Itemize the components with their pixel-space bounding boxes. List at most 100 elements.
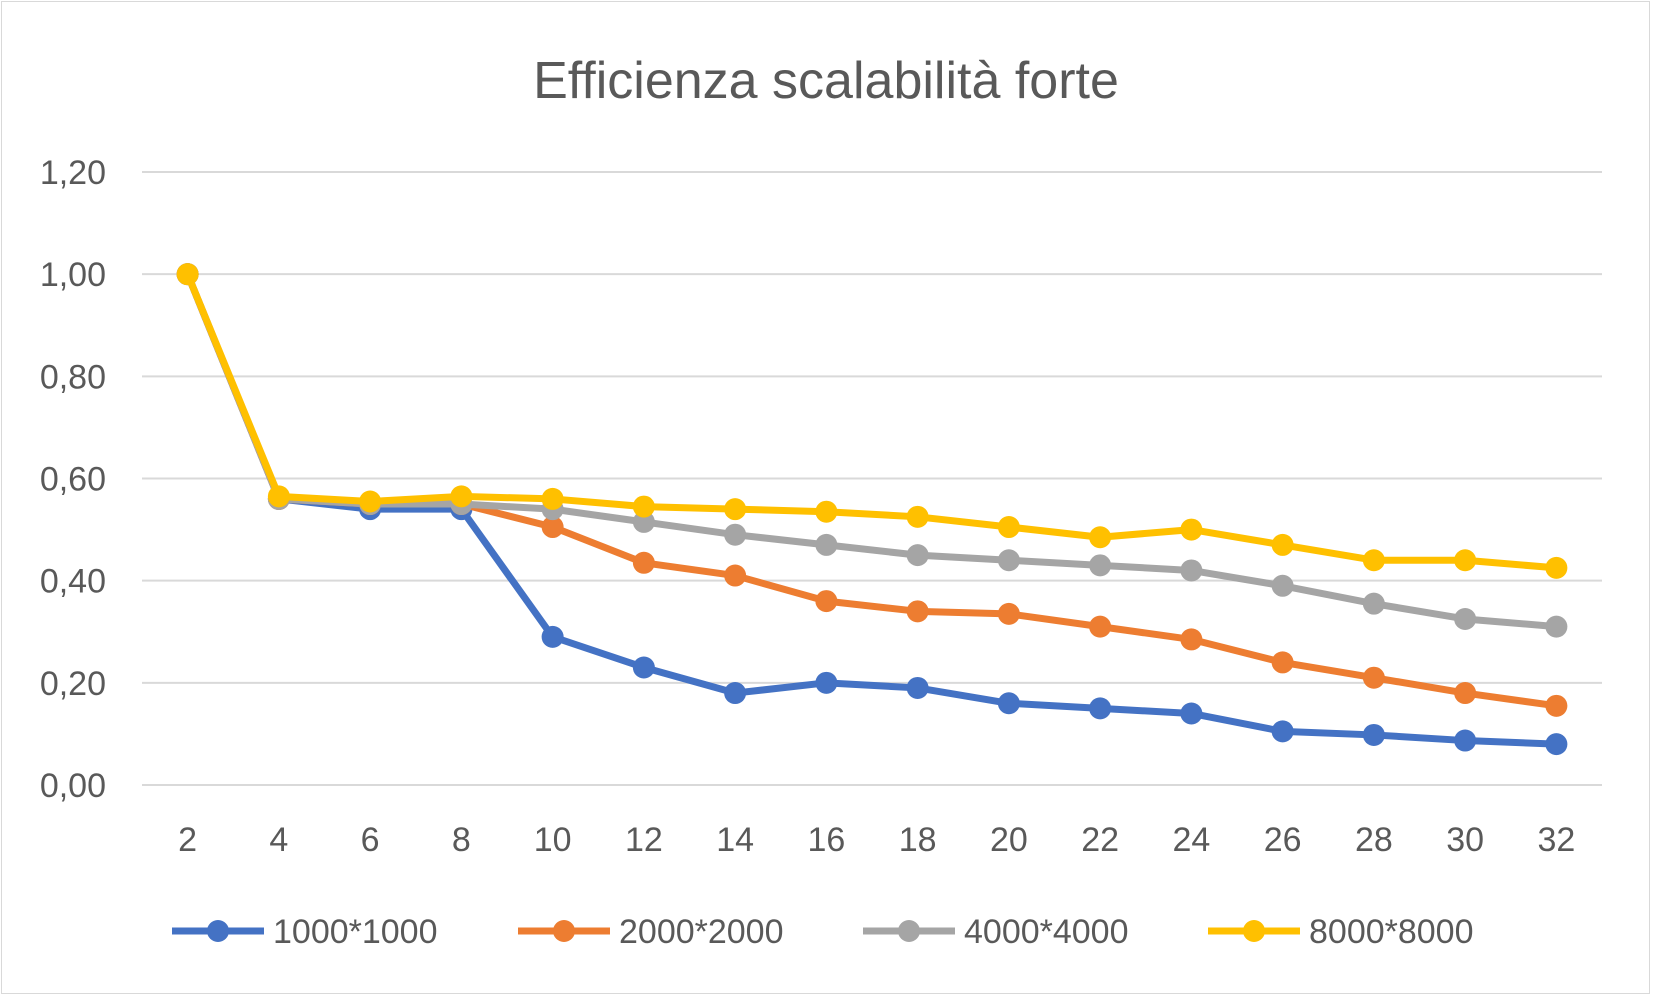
series-1	[176, 263, 1568, 717]
legend-swatch-marker	[207, 920, 229, 942]
data-point	[1089, 615, 1112, 638]
x-tick-label: 10	[534, 821, 572, 859]
data-point	[815, 590, 838, 613]
legend-swatch-marker	[553, 920, 575, 942]
data-point	[724, 564, 747, 587]
data-point	[1545, 733, 1568, 756]
data-point	[724, 498, 747, 521]
x-tick-label: 24	[1172, 821, 1210, 859]
data-point	[997, 549, 1020, 572]
legend-item: 8000*8000	[1208, 913, 1474, 951]
data-point	[724, 523, 747, 546]
data-point	[906, 544, 929, 567]
legend: 1000*1000 2000*2000 4000*4000 8000*8000	[172, 913, 1474, 951]
x-tick-label: 2	[178, 821, 197, 859]
data-point	[1271, 720, 1294, 743]
series-line	[184, 270, 1560, 631]
data-point	[1180, 702, 1203, 725]
chart-title: Efficienza scalabilità forte	[533, 52, 1119, 110]
gridlines	[142, 171, 1602, 786]
legend-label: 8000*8000	[1309, 913, 1474, 951]
data-point	[815, 671, 838, 694]
legend-label: 1000*1000	[273, 913, 438, 951]
data-point	[1271, 533, 1294, 556]
x-tick-label: 12	[625, 821, 663, 859]
data-point	[632, 551, 655, 574]
data-point	[1362, 592, 1385, 615]
x-tick-label: 6	[361, 821, 380, 859]
data-point	[997, 692, 1020, 715]
data-point	[632, 495, 655, 518]
legend-label: 4000*4000	[964, 913, 1129, 951]
legend-label: 2000*2000	[619, 913, 784, 951]
data-point	[724, 682, 747, 705]
series-line	[184, 270, 1560, 710]
data-point	[541, 625, 564, 648]
y-tick-label: 0,60	[40, 461, 106, 499]
data-point	[541, 516, 564, 539]
series-line	[184, 270, 1560, 572]
x-tick-label: 22	[1081, 821, 1119, 859]
data-point	[1089, 697, 1112, 720]
data-point	[1089, 554, 1112, 577]
data-point	[1089, 526, 1112, 549]
data-point	[1545, 615, 1568, 638]
data-point	[1362, 666, 1385, 689]
y-tick-label: 0,40	[40, 563, 106, 601]
legend-swatch-marker	[1243, 920, 1265, 942]
data-point	[176, 263, 199, 286]
data-point	[1271, 651, 1294, 674]
data-point	[359, 490, 382, 513]
series-3	[176, 263, 1568, 579]
x-tick-label: 20	[990, 821, 1028, 859]
x-tick-label: 30	[1446, 821, 1484, 859]
data-point	[267, 485, 290, 508]
legend-item: 2000*2000	[518, 913, 784, 951]
x-axis: 2 4 6 8 10 12 14 16 18 20 22 24 26 28 30 32	[178, 821, 1575, 859]
x-tick-label: 4	[269, 821, 288, 859]
x-tick-label: 16	[807, 821, 845, 859]
data-point	[1271, 574, 1294, 597]
data-point	[1180, 518, 1203, 541]
data-point	[541, 487, 564, 510]
data-point	[997, 602, 1020, 625]
data-point	[1454, 682, 1477, 705]
data-point	[1454, 549, 1477, 572]
data-point	[906, 505, 929, 528]
x-tick-label: 8	[452, 821, 471, 859]
data-point	[997, 516, 1020, 539]
data-point	[906, 600, 929, 623]
x-tick-label: 32	[1537, 821, 1575, 859]
y-tick-label: 0,00	[40, 767, 106, 805]
data-point	[815, 500, 838, 523]
series-lines	[176, 263, 1568, 756]
x-tick-label: 14	[716, 821, 754, 859]
data-point	[1454, 729, 1477, 752]
y-axis: 0,00 0,20 0,40 0,60 0,80 1,00 1,20	[40, 154, 106, 805]
data-point	[632, 510, 655, 533]
data-point	[906, 676, 929, 699]
data-point	[1362, 723, 1385, 746]
data-point	[1454, 607, 1477, 630]
y-tick-label: 1,20	[40, 154, 106, 192]
data-point	[1180, 559, 1203, 582]
data-point	[450, 485, 473, 508]
legend-swatch-marker	[898, 920, 920, 942]
data-point	[1545, 694, 1568, 717]
series-0	[176, 263, 1568, 756]
legend-item: 1000*1000	[172, 913, 438, 951]
x-tick-label: 26	[1264, 821, 1302, 859]
data-point	[1362, 549, 1385, 572]
data-point	[632, 656, 655, 679]
x-tick-label: 18	[899, 821, 937, 859]
y-tick-label: 0,80	[40, 358, 106, 396]
y-tick-label: 1,00	[40, 256, 106, 294]
series-line	[184, 270, 1560, 748]
data-point	[1180, 628, 1203, 651]
data-point	[1545, 556, 1568, 579]
x-tick-label: 28	[1355, 821, 1393, 859]
y-tick-label: 0,20	[40, 665, 106, 703]
data-point	[815, 533, 838, 556]
